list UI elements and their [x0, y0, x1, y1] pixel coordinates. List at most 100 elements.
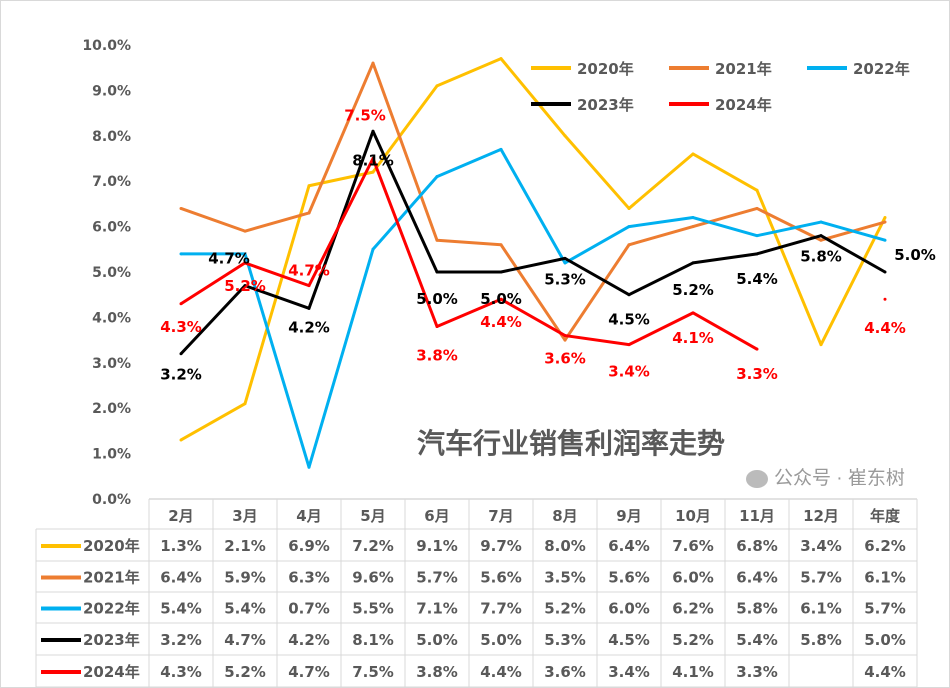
data-label: 4.3% [160, 318, 202, 336]
data-point [371, 61, 375, 65]
data-point [435, 270, 439, 274]
data-point [307, 211, 311, 215]
table-cell: 3.2% [160, 631, 202, 649]
table-cell: 4.7% [224, 631, 266, 649]
x-category-label: 12月 [803, 507, 839, 525]
data-point [499, 57, 503, 61]
data-point [691, 216, 695, 220]
table-cell: 5.0% [480, 631, 522, 649]
data-point [179, 302, 183, 306]
data-point [179, 352, 183, 356]
data-point [819, 234, 823, 238]
table-cell: 8.1% [352, 631, 394, 649]
table-cell: 6.2% [672, 600, 714, 618]
table-cell: 6.3% [288, 569, 330, 587]
y-tick-label: 2.0% [92, 401, 131, 417]
table-cell: 5.5% [352, 600, 394, 618]
data-point [563, 134, 567, 138]
table-cell: 4.1% [672, 663, 714, 681]
data-point [883, 238, 887, 242]
data-point [307, 306, 311, 310]
table-cell: 7.2% [352, 537, 394, 555]
table-cell: 5.2% [224, 663, 266, 681]
table-cell: 5.3% [544, 631, 586, 649]
table-cell: 6.2% [864, 537, 906, 555]
table-cell: 3.3% [736, 663, 778, 681]
table-cell: 6.8% [736, 537, 778, 555]
table-cell: 5.7% [800, 569, 842, 587]
data-point [627, 243, 631, 247]
data-point [435, 238, 439, 242]
table-cell: 4.2% [288, 631, 330, 649]
table-series-name: 2020年 [83, 537, 140, 555]
data-point [755, 188, 759, 192]
table-cell: 4.4% [864, 663, 906, 681]
data-label: 5.2% [224, 277, 266, 295]
series-line-2024年 [181, 159, 885, 350]
data-label: 4.4% [864, 319, 906, 337]
x-category-label: 2月 [168, 507, 193, 525]
table-cell: 4.5% [608, 631, 650, 649]
table-cell: 6.9% [288, 537, 330, 555]
data-point [243, 252, 247, 256]
x-category-label: 4月 [296, 507, 321, 525]
data-label: 4.4% [480, 313, 522, 331]
data-label: 3.2% [160, 366, 202, 384]
table-cell: 7.6% [672, 537, 714, 555]
table-cell: 5.6% [480, 569, 522, 587]
data-label: 4.7% [208, 250, 250, 268]
data-label: 5.0% [416, 290, 458, 308]
table-cell: 1.3% [160, 537, 202, 555]
x-category-label: 6月 [424, 507, 449, 525]
table-cell: 6.4% [160, 569, 202, 587]
data-point [435, 324, 439, 328]
data-label: 4.1% [672, 329, 714, 347]
table-cell: 0.7% [288, 600, 330, 618]
data-point [307, 184, 311, 188]
data-point [563, 256, 567, 260]
data-point [819, 238, 823, 242]
y-tick-label: 4.0% [92, 310, 131, 326]
data-point [627, 206, 631, 210]
data-label: 3.8% [416, 346, 458, 364]
data-label: 3.6% [544, 350, 586, 368]
data-label: 3.3% [736, 365, 778, 383]
data-point [819, 220, 823, 224]
table-cell: 5.0% [416, 631, 458, 649]
data-point [179, 438, 183, 442]
table-cell: 3.4% [608, 663, 650, 681]
data-point [627, 343, 631, 347]
data-label: 8.1% [352, 151, 394, 169]
table-cell: 5.8% [736, 600, 778, 618]
table-cell: 6.0% [608, 600, 650, 618]
data-label: 4.7% [288, 262, 330, 280]
x-category-label: 9月 [616, 507, 641, 525]
data-label: 5.2% [672, 281, 714, 299]
table-cell: 6.1% [864, 569, 906, 587]
table-cell: 6.4% [608, 537, 650, 555]
series-line-2023年 [179, 129, 886, 355]
table-cell: 5.2% [672, 631, 714, 649]
table-cell: 6.1% [800, 600, 842, 618]
table-series-name: 2021年 [83, 569, 140, 587]
table-cell: 7.5% [352, 663, 394, 681]
data-point [435, 84, 439, 88]
table-cell: 5.8% [800, 631, 842, 649]
x-category-label: 年度 [870, 507, 901, 525]
data-point [371, 157, 375, 160]
series-line-2020年 [180, 57, 887, 442]
watermark: 公众号 · 崔东树 [746, 463, 905, 490]
data-label: 5.3% [544, 270, 586, 288]
table-cell: 5.0% [864, 631, 906, 649]
data-point [243, 261, 247, 265]
data-label: 4.2% [288, 318, 330, 336]
y-tick-label: 0.0% [92, 492, 131, 508]
data-point [755, 206, 759, 210]
x-category-label: 8月 [552, 507, 577, 525]
table-cell: 9.1% [416, 537, 458, 555]
table-cell: 6.4% [736, 569, 778, 587]
data-label: 3.4% [608, 363, 650, 381]
data-point [883, 297, 887, 301]
table-cell: 3.6% [544, 663, 586, 681]
table-cell: 5.9% [224, 569, 266, 587]
